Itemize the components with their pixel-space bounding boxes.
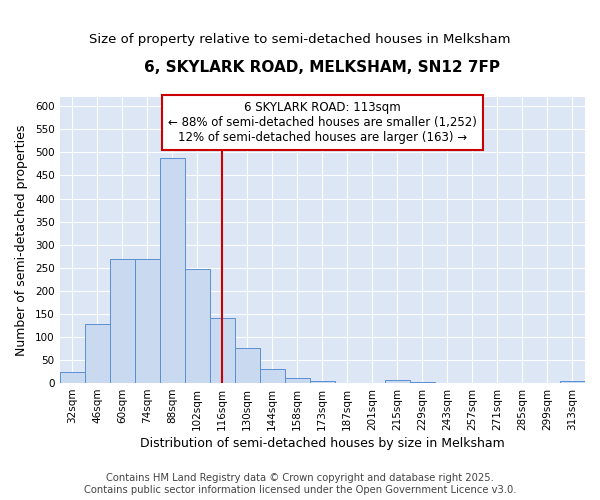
- Bar: [134, 260, 160, 383]
- Bar: [209, 318, 235, 383]
- Bar: [85, 324, 110, 383]
- Bar: [235, 348, 260, 383]
- Bar: [385, 380, 410, 383]
- Bar: [185, 268, 209, 383]
- Text: Size of property relative to semi-detached houses in Melksham: Size of property relative to semi-detach…: [89, 32, 511, 46]
- Text: 6 SKYLARK ROAD: 113sqm
← 88% of semi-detached houses are smaller (1,252)
12% of : 6 SKYLARK ROAD: 113sqm ← 88% of semi-det…: [168, 102, 477, 144]
- Bar: [59, 372, 85, 383]
- Bar: [410, 382, 435, 383]
- Title: 6, SKYLARK ROAD, MELKSHAM, SN12 7FP: 6, SKYLARK ROAD, MELKSHAM, SN12 7FP: [144, 60, 500, 75]
- Bar: [310, 381, 335, 383]
- Bar: [285, 378, 310, 383]
- Text: Contains HM Land Registry data © Crown copyright and database right 2025.
Contai: Contains HM Land Registry data © Crown c…: [84, 474, 516, 495]
- Bar: [110, 260, 134, 383]
- Bar: [560, 381, 585, 383]
- X-axis label: Distribution of semi-detached houses by size in Melksham: Distribution of semi-detached houses by …: [140, 437, 505, 450]
- Y-axis label: Number of semi-detached properties: Number of semi-detached properties: [15, 124, 28, 356]
- Bar: [260, 369, 285, 383]
- Bar: [160, 158, 185, 383]
